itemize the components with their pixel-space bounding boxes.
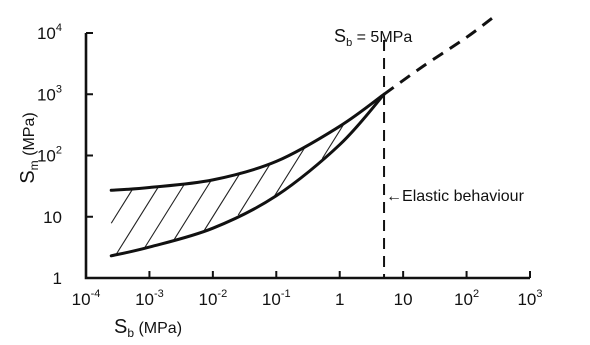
x-axis-label: Sb (MPa): [114, 316, 182, 340]
x-tick-label: 103: [517, 288, 542, 309]
elastic-annotation: ←Elastic behaviour: [386, 188, 525, 205]
y-tick-label: 102: [37, 145, 62, 166]
x-tick-label: 10: [394, 290, 413, 309]
x-tick-exponent: -3: [154, 288, 164, 300]
hatch-line: [110, 188, 134, 224]
x-tick-exponent: -4: [91, 288, 101, 300]
x-tick-base: 10: [135, 290, 154, 309]
x-tick-base: 1: [335, 290, 344, 309]
y-tick-base: 10: [37, 85, 56, 104]
x-tick-label: 10-1: [262, 288, 291, 309]
marker-text: = 5MPa: [352, 29, 412, 46]
hatch-line: [173, 179, 212, 240]
y-axis-subscript: m: [27, 160, 41, 170]
x-tick-exponent: -2: [217, 288, 227, 300]
x-tick-exponent: 2: [473, 288, 479, 300]
x-tick-label: 10-4: [72, 288, 101, 309]
y-axis-symbol: S: [17, 170, 39, 183]
hatch-line: [203, 171, 242, 231]
y-tick-exponent: 2: [56, 145, 62, 157]
x-tick-base: 10: [517, 290, 536, 309]
annotation-arrow: ←: [386, 188, 402, 205]
x-axis-symbol: S: [114, 316, 127, 338]
x-tick-label: 10-3: [135, 288, 164, 309]
x-axis-subscript: b: [127, 326, 134, 340]
x-tick-label: 10-2: [199, 288, 228, 309]
y-axis-label: Sm (MPa): [17, 112, 41, 183]
x-tick-exponent: 3: [536, 288, 542, 300]
hatch-line: [237, 163, 271, 216]
hatched-band: [110, 123, 345, 255]
axes: [84, 33, 530, 280]
hatch-line: [115, 186, 159, 255]
annotation-text: Elastic behaviour: [402, 188, 525, 205]
x-tick-label: 1: [335, 290, 344, 309]
hatch-line: [273, 144, 307, 197]
marker-symbol: S: [334, 26, 346, 46]
x-tick-base: 10: [262, 290, 281, 309]
y-tick-exponent: 3: [56, 83, 62, 95]
x-tick-exponent: -1: [281, 288, 291, 300]
y-axis-unit: (MPa): [21, 112, 38, 160]
hatch-line: [144, 183, 186, 248]
upper-bound-curve: [109, 92, 386, 192]
y-tick-label: 103: [37, 83, 62, 104]
y-tick-label: 1: [53, 269, 62, 288]
y-tick-base: 10: [43, 208, 62, 227]
marker-label: Sb = 5MPa: [334, 26, 412, 49]
y-tick-base: 10: [37, 147, 56, 166]
x-axis-unit: (MPa): [134, 320, 182, 337]
y-tick-exponent: 4: [56, 22, 62, 34]
x-tick-base: 10: [199, 290, 218, 309]
x-tick-base: 10: [394, 290, 413, 309]
y-tick-label: 104: [37, 22, 62, 43]
hatch-line: [321, 123, 345, 159]
x-tick-base: 10: [454, 290, 473, 309]
y-tick-base: 1: [53, 269, 62, 288]
lower-bound-curve: [109, 92, 386, 258]
y-tick-label: 10: [43, 208, 62, 227]
x-tick-label: 102: [454, 288, 479, 309]
y-tick-base: 10: [37, 24, 56, 43]
marker-subscript: b: [346, 37, 352, 49]
extrapolation-curve: [383, 13, 498, 96]
x-tick-base: 10: [72, 290, 91, 309]
